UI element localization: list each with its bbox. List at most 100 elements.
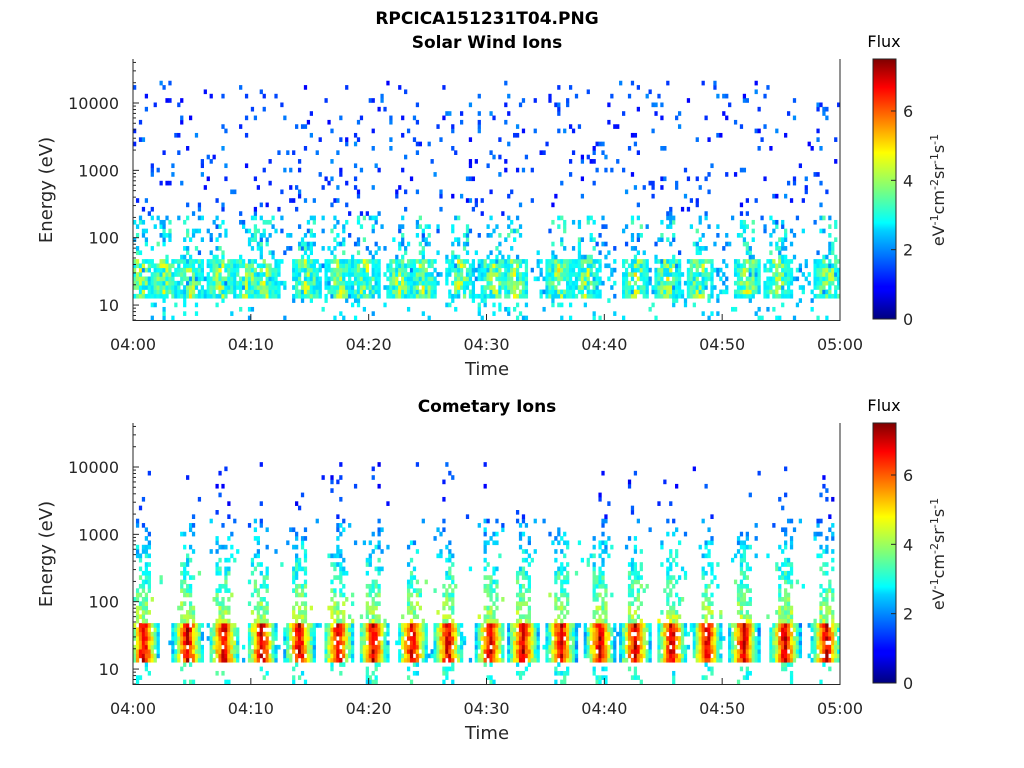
heatmap-cell (398, 246, 402, 251)
heatmap-cell (330, 475, 334, 480)
heatmap-cell (330, 128, 334, 134)
heatmap-cell (365, 246, 369, 251)
heatmap-cell (745, 211, 749, 216)
heatmap-cell (147, 531, 151, 537)
heatmap-cell (436, 527, 440, 533)
heatmap-cell (554, 644, 558, 650)
heatmap-cell (666, 657, 670, 663)
heatmap-cell (583, 302, 587, 308)
heatmap-cell (548, 644, 552, 650)
heatmap-cell (636, 250, 640, 256)
heatmap-cell (595, 605, 599, 611)
heatmap-cell (406, 259, 411, 264)
heatmap-cell (701, 246, 705, 251)
heatmap-cell (295, 570, 299, 576)
heatmap-cell (477, 276, 481, 282)
heatmap-cell (648, 267, 652, 273)
colorbar-unit-solar-wind: eV-1cm-2sr-1s-1 (928, 134, 949, 246)
heatmap-cell (292, 263, 296, 269)
heatmap-cell (303, 566, 308, 572)
heatmap-cell (183, 531, 187, 537)
heatmap-cell (622, 657, 626, 663)
heatmap-cell (159, 263, 163, 269)
heatmap-cell (592, 237, 596, 242)
heatmap-cell (345, 298, 349, 303)
heatmap-cell (186, 267, 190, 273)
heatmap-cell (395, 293, 399, 299)
heatmap-cell (630, 132, 635, 138)
heatmap-cell (236, 267, 240, 273)
heatmap-cell (183, 631, 187, 637)
heatmap-cell (339, 579, 343, 585)
heatmap-cell (186, 280, 190, 286)
heatmap-cell (745, 293, 749, 299)
heatmap-cell (330, 289, 334, 295)
heatmap-cell (707, 293, 711, 299)
heatmap-cell (412, 566, 417, 572)
heatmap-cell (380, 566, 384, 572)
heatmap-cell (560, 610, 564, 615)
heatmap-cell (141, 285, 146, 290)
heatmap-cell (451, 263, 455, 269)
heatmap-cell (227, 272, 231, 277)
heatmap-cell (781, 289, 785, 295)
heatmap-cell (501, 276, 505, 282)
heatmap-cell (406, 653, 411, 659)
heatmap-cell (180, 666, 184, 672)
heatmap-cell (589, 259, 593, 264)
heatmap-cell (515, 575, 520, 580)
heatmap-cell (627, 640, 632, 646)
heatmap-cell (259, 501, 263, 506)
heatmap-cell (733, 306, 738, 312)
heatmap-cell (333, 215, 337, 221)
heatmap-cell (183, 263, 187, 269)
heatmap-cell (312, 272, 316, 277)
heatmap-cell (327, 623, 331, 628)
heatmap-cell (150, 649, 154, 654)
heatmap-cell (353, 315, 358, 320)
heatmap-cell (521, 601, 526, 606)
heatmap-cell (445, 623, 449, 628)
heatmap-cell (180, 254, 184, 260)
heatmap-cell (465, 276, 470, 282)
heatmap-cell (135, 618, 140, 624)
heatmap-cell (716, 293, 720, 299)
heatmap-cell (265, 605, 269, 611)
heatmap-cell (545, 285, 549, 290)
heatmap-cell (141, 276, 146, 282)
heatmap-cell (183, 653, 187, 659)
heatmap-cell (731, 215, 735, 221)
heatmap-cell (560, 588, 564, 593)
heatmap-cell (792, 115, 797, 121)
heatmap-cell (280, 228, 284, 234)
heatmap-cell (141, 614, 146, 620)
heatmap-cell (409, 579, 414, 585)
heatmap-cell (642, 263, 646, 269)
heatmap-cell (221, 597, 225, 602)
heatmap-cell (786, 293, 791, 299)
heatmap-cell (492, 679, 496, 684)
heatmap-cell (542, 150, 546, 155)
heatmap-cell (427, 259, 431, 264)
heatmap-cell (398, 185, 402, 190)
heatmap-cell (566, 592, 570, 598)
heatmap-cell (236, 263, 240, 269)
heatmap-cell (433, 631, 437, 637)
heatmap-cell (489, 640, 493, 646)
heatmap-cell (789, 241, 794, 247)
heatmap-cell (560, 679, 564, 684)
heatmap-cell (377, 293, 381, 299)
heatmap-cell (350, 649, 355, 654)
heatmap-cell (677, 276, 682, 282)
heatmap-cell (518, 631, 523, 637)
heatmap-cell (412, 670, 417, 676)
heatmap-cell (224, 631, 228, 637)
heatmap-cell (133, 85, 137, 90)
heatmap-cell (418, 241, 422, 247)
heatmap-cell (165, 233, 169, 238)
heatmap-cell (224, 228, 228, 234)
heatmap-cell (150, 172, 154, 177)
heatmap-cell (415, 280, 420, 286)
heatmap-cell (492, 657, 496, 663)
heatmap-cell (515, 657, 520, 663)
